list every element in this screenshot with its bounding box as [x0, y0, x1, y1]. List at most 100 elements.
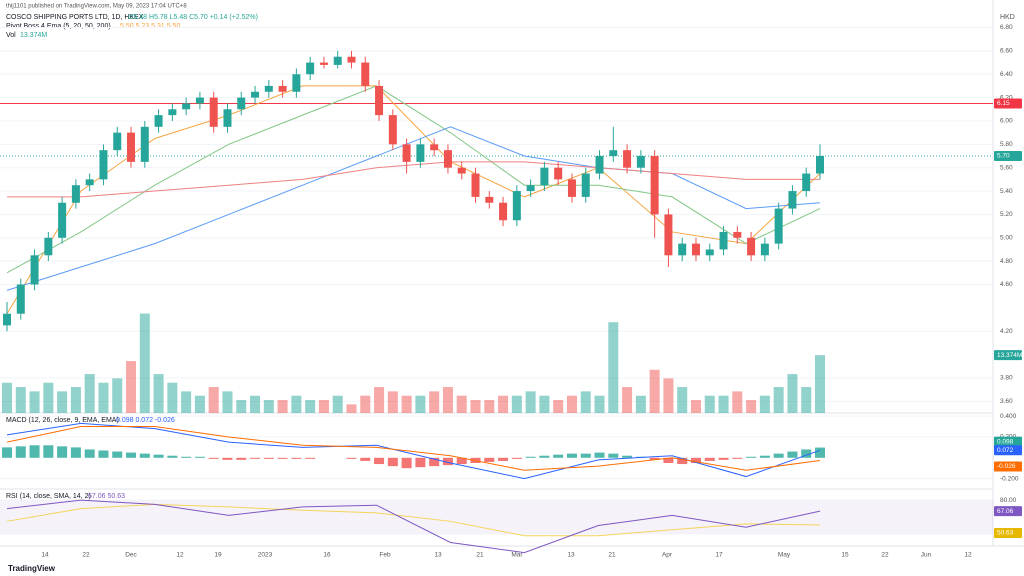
candle-body [168, 109, 177, 116]
indicator-values: 5.50 5.23 5.31 5.50 [120, 23, 180, 30]
y-tick-label: 4.20 [1000, 328, 1013, 335]
candle-body [209, 97, 218, 127]
price-badge-label: 6.15 [997, 100, 1010, 107]
candle-body [705, 249, 714, 256]
macd-histogram [663, 457, 674, 463]
candle-body [237, 97, 246, 110]
volume-bar [801, 387, 812, 413]
macd-histogram [759, 455, 770, 458]
y-tick-label: 4.80 [1000, 258, 1013, 265]
rsi-band [0, 500, 993, 534]
candle-body [623, 150, 632, 168]
volume-bar [787, 374, 798, 413]
macd-histogram [222, 457, 233, 460]
candle-body [16, 284, 25, 314]
y-tick-label: 6.40 [1000, 71, 1013, 78]
macd-histogram [29, 445, 40, 458]
y-tick-label: 80.00 [1000, 497, 1017, 504]
y-tick-label: 6.80 [1000, 24, 1013, 31]
macd-histogram [498, 457, 509, 461]
candle-body [140, 126, 149, 162]
candle-body [540, 167, 549, 186]
price-badge [994, 98, 1022, 109]
macd-histogram [181, 456, 192, 458]
volume-bar [566, 395, 577, 413]
volume-bar [139, 313, 150, 413]
x-tick-label: May [778, 552, 791, 559]
rsi-values: 67.06 50.63 [88, 493, 125, 500]
macd-histogram [677, 457, 688, 465]
volume-bar [677, 387, 688, 413]
x-tick-label: 13 [567, 552, 575, 559]
candle-body [347, 56, 356, 63]
y-tick-label: 0.400 [1000, 413, 1017, 420]
candle-body [733, 231, 742, 238]
macd-line [6, 422, 821, 480]
candle-body [127, 132, 136, 162]
volume-bar [456, 395, 467, 413]
macd-histogram [139, 453, 150, 458]
macd-histogram [704, 457, 715, 461]
candle-body [430, 144, 439, 151]
candle-body [388, 115, 397, 145]
candle-body [747, 237, 756, 256]
candle-body [471, 173, 480, 197]
macd-histogram [580, 453, 591, 458]
macd-histogram [43, 445, 54, 458]
vol-value: 13.374M [20, 32, 47, 39]
candle-body [512, 191, 521, 221]
macd-histogram [401, 457, 412, 469]
ema-line [7, 161, 820, 198]
price-badge [994, 528, 1022, 539]
macd-histogram [690, 457, 701, 463]
macd-histogram [70, 447, 81, 458]
candle-body [44, 237, 53, 256]
volume-bar [815, 355, 825, 413]
x-tick-label: Apr [662, 552, 673, 559]
volume-bar [236, 400, 247, 413]
volume-bar [732, 391, 743, 413]
y-tick-label: 5.60 [1000, 164, 1013, 171]
volume-bar [15, 387, 26, 413]
y-tick-label: 6.00 [1000, 118, 1013, 125]
rsi-sma-line [6, 503, 821, 537]
macd-histogram [525, 456, 536, 458]
y-tick-label: 5.40 [1000, 188, 1013, 195]
macd-histogram [194, 456, 205, 458]
volume-bar [29, 391, 40, 413]
signal-line [6, 426, 821, 471]
candle-body [760, 243, 769, 256]
volume-bar [773, 387, 784, 413]
candle-body [526, 185, 535, 192]
volume-bar [704, 395, 715, 413]
macd-histogram [429, 457, 440, 467]
volume-bar [263, 400, 274, 413]
volume-bar [360, 395, 371, 413]
candle-body [443, 150, 452, 168]
volume-bar [208, 387, 219, 413]
macd-histogram [415, 457, 426, 468]
candle-body [306, 62, 315, 75]
volume-bar [250, 395, 261, 413]
candle-body [650, 156, 659, 215]
price-badge [994, 461, 1022, 472]
price-badge-label: 0.072 [997, 447, 1014, 454]
volume-bar [498, 395, 509, 413]
candle-body [182, 103, 191, 110]
candle-body [30, 255, 39, 285]
x-tick-label: 22 [82, 552, 90, 559]
volume-bar [277, 400, 288, 413]
macd-histogram [801, 449, 812, 458]
ema-line [6, 85, 821, 274]
y-tick-label: 3.80 [1000, 375, 1013, 382]
candle-body [609, 150, 618, 157]
volume-bar [153, 374, 164, 413]
volume-bar [318, 400, 329, 413]
candle-body [719, 231, 728, 250]
volume-bar [401, 395, 412, 413]
candle-body [71, 185, 80, 203]
volume-bar [622, 387, 633, 413]
candle-body [223, 109, 232, 127]
volume-bar [126, 361, 137, 413]
candle-body [333, 56, 342, 65]
